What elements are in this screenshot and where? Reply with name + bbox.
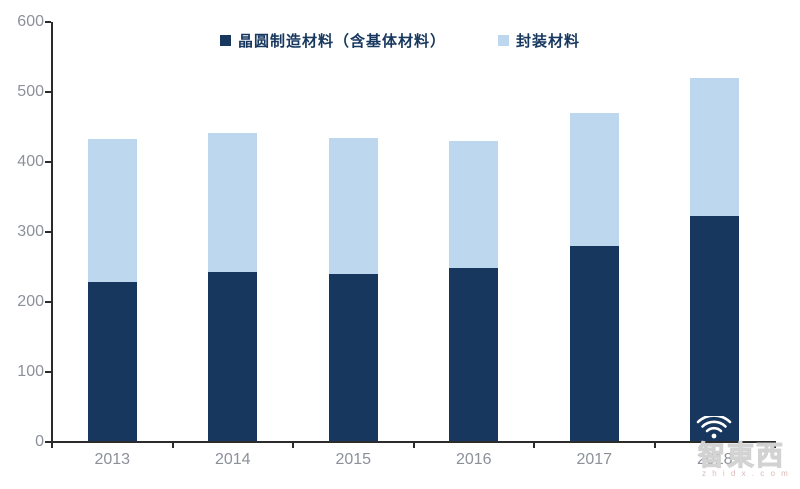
x-axis-label: 2015 (335, 451, 372, 468)
bar-segment-wafer-materials (87, 282, 137, 441)
x-axis-tick (533, 443, 535, 448)
y-axis-tick-label: 200 (17, 293, 44, 310)
chart-legend: 晶圆制造材料（含基体材料） 封装材料 (0, 30, 800, 51)
x-axis-tick (653, 443, 656, 448)
bar-segment-packaging-materials (569, 112, 619, 247)
y-axis-tick (45, 231, 51, 233)
y-axis-line (51, 22, 53, 443)
x-axis-tick (774, 443, 776, 448)
legend-item: 晶圆制造材料（含基体材料） (219, 30, 446, 51)
x-axis-label: 2016 (455, 451, 492, 468)
x-axis-label: 2014 (214, 451, 251, 468)
bar-segment-packaging-materials (690, 77, 740, 216)
bar-segment-packaging-materials (449, 141, 499, 269)
y-axis-tick-label: 300 (17, 223, 44, 240)
y-axis-tick-label: 100 (17, 363, 44, 380)
y-axis-tick (45, 301, 51, 303)
legend-item: 封装材料 (498, 30, 580, 51)
x-axis-label: 2013 (94, 451, 131, 468)
bar-segment-wafer-materials (449, 268, 499, 441)
y-axis-tick (45, 161, 51, 163)
y-axis-tick (45, 21, 51, 23)
bar-segment-packaging-materials (328, 137, 378, 274)
bar-segment-wafer-materials (690, 215, 740, 441)
x-axis-tick (292, 443, 294, 448)
watermark-subtext: z h i d x . c o m (702, 469, 790, 478)
bar-segment-packaging-materials (87, 139, 137, 283)
y-axis-tick (45, 371, 51, 373)
x-axis-tick (51, 443, 53, 448)
bar-segment-packaging-materials (208, 133, 258, 272)
legend-label: 封装材料 (516, 32, 581, 50)
x-axis-label: 2017 (576, 451, 613, 468)
y-axis-tick-label: 400 (17, 153, 44, 170)
y-axis-tick-label: 0 (35, 433, 44, 450)
x-axis-label: 2018 (696, 451, 733, 468)
bar-segment-wafer-materials (328, 273, 378, 441)
legend-label: 晶圆制造材料（含基体材料） (237, 32, 446, 50)
x-axis-line (51, 441, 776, 443)
y-axis-tick-label: 500 (17, 83, 44, 100)
y-axis-tick-label: 600 (17, 13, 44, 30)
y-axis-tick (45, 441, 51, 443)
legend-swatch (498, 35, 509, 46)
x-axis-tick (412, 443, 415, 448)
y-axis-tick (45, 91, 51, 93)
x-axis-tick (171, 443, 174, 448)
legend-swatch (219, 35, 231, 46)
bar-segment-wafer-materials (569, 246, 619, 441)
bar-segment-wafer-materials (208, 271, 258, 441)
